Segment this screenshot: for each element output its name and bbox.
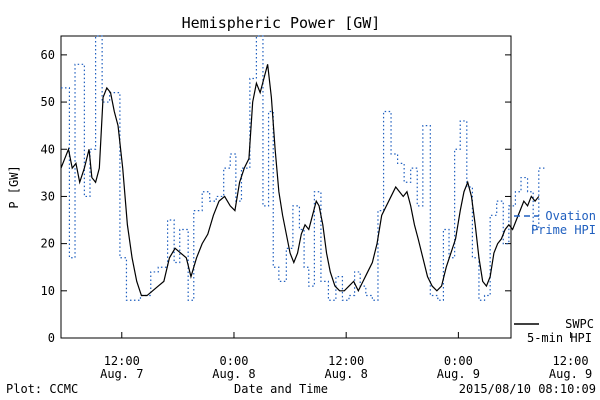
legend-swpc-label-1: SWPC [565,317,594,331]
y-axis-label: P [GW] [7,165,21,208]
plot-frame [60,35,512,339]
y-axis-ticks: 0 10 20 30 40 50 60 [41,48,511,345]
x-tick-date-label: Aug. 7 [100,367,143,381]
y-tick-label: 60 [41,48,55,62]
x-tick-time-label: 12:00 [328,354,364,368]
legend-ovation-label-1: Ovation [545,209,596,223]
x-tick-time-label: 0:00 [220,354,249,368]
y-tick-label: 50 [41,95,55,109]
legend-ovation-label-2: Prime HPI [531,223,596,237]
x-tick-time-label: 12:00 [553,354,589,368]
y-tick-label: 30 [41,189,55,203]
x-tick-date-label: Aug. 9 [549,367,592,381]
chart-title: Hemispheric Power [GW] [182,14,381,32]
x-tick-date-label: Aug. 9 [437,367,480,381]
plot-credit: Plot: CCMC [6,382,78,396]
y-tick-label: 0 [48,331,55,345]
series-layer [60,35,545,301]
x-axis-label: Date and Time [234,382,328,396]
plot-timestamp: 2015/08/10 08:10:09 [459,382,596,396]
series-ovation-prime-hpi-line [61,35,545,301]
x-tick-date-label: Aug. 8 [324,367,367,381]
legend-swpc-label-2: 5-min HPI [527,331,592,345]
x-tick-date-label: Aug. 8 [212,367,255,381]
y-tick-label: 20 [41,237,55,251]
x-tick-time-label: 0:00 [444,354,473,368]
legend-swpc: SWPC 5-min HPI [514,317,594,345]
y-tick-label: 10 [41,284,55,298]
y-tick-label: 40 [41,142,55,156]
x-tick-time-label: 12:00 [104,354,140,368]
legend-ovation: Ovation Prime HPI [514,209,596,237]
series-swpc-5min-hpi-line [60,64,540,297]
